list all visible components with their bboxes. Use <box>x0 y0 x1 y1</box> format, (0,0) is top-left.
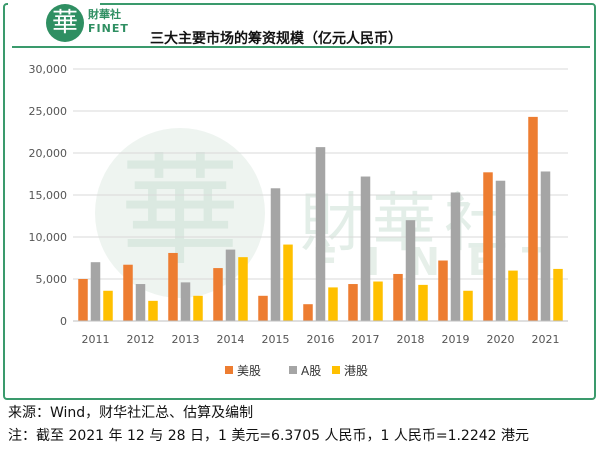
bar-美股-2021 <box>528 116 538 321</box>
bar-A股-2019 <box>450 192 461 321</box>
bar-美股-2019 <box>438 260 448 321</box>
bar-港股-2019 <box>463 290 473 321</box>
chart-title: 三大主要市场的筹资规模（亿元人民币） <box>150 31 402 47</box>
bars <box>78 116 563 321</box>
watermark-cn: 財華社 <box>300 172 516 264</box>
x-tick-label: 2014 <box>217 333 245 346</box>
bar-港股-2020 <box>508 270 518 321</box>
source-note: 来源：Wind，财华社汇总、估算及编制 <box>8 405 254 421</box>
legend: 美股 A股 港股 <box>225 364 368 378</box>
bar-A股-2018 <box>405 220 416 321</box>
bar-港股-2017 <box>373 281 383 321</box>
bar-A股-2016 <box>315 147 326 321</box>
x-axis-ticks: 2011 2012 2013 2014 2015 2016 2017 2018 2019 2020… <box>73 320 568 346</box>
x-tick-label: 2018 <box>397 333 425 346</box>
bar-港股-2015 <box>283 244 293 321</box>
y-tick-label: 0 <box>60 315 67 328</box>
title-underline <box>12 46 590 48</box>
bar-美股-2014 <box>213 268 223 321</box>
legend-swatch-美股 <box>225 366 233 374</box>
logo-en: FINET <box>88 22 129 35</box>
y-tick-label: 10,000 <box>29 231 68 244</box>
bar-A股-2013 <box>180 282 191 321</box>
finet-logo: 華 財華社 FINET <box>8 0 128 44</box>
x-tick-label: 2020 <box>487 333 515 346</box>
x-tick-label: 2019 <box>442 333 470 346</box>
bar-美股-2020 <box>483 172 493 321</box>
bar-美股-2012 <box>123 264 133 321</box>
chart-frame <box>3 3 596 400</box>
legend-swatch-港股 <box>332 366 340 374</box>
x-tick-label: 2017 <box>352 333 380 346</box>
bar-美股-2016 <box>303 304 313 321</box>
legend-label-美股: 美股 <box>237 364 261 378</box>
bar-美股-2017 <box>348 284 358 321</box>
bar-A股-2012 <box>135 284 146 321</box>
logo-seal: 華 <box>46 4 84 42</box>
y-tick-label: 25,000 <box>29 105 68 118</box>
x-tick-label: 2011 <box>82 333 110 346</box>
bar-港股-2011 <box>103 290 113 321</box>
y-tick-label: 5,000 <box>36 273 68 286</box>
x-tick-label: 2021 <box>532 333 560 346</box>
bar-港股-2016 <box>328 287 338 321</box>
exchange-note: 注：截至 2021 年 12 与 28 日，1 美元=6.3705 人民币，1 … <box>8 428 530 444</box>
bar-港股-2013 <box>193 295 203 321</box>
x-tick-label: 2013 <box>172 333 200 346</box>
legend-label-A股: A股 <box>301 364 321 378</box>
legend-swatch-A股 <box>289 366 297 374</box>
x-tick-label: 2012 <box>127 333 155 346</box>
bar-美股-2011 <box>78 279 88 321</box>
y-tick-label: 20,000 <box>29 147 68 160</box>
bar-A股-2015 <box>270 188 281 321</box>
logo-cn: 財華社 <box>88 8 121 21</box>
x-tick-label: 2015 <box>262 333 290 346</box>
y-axis-ticks: 0 5,000 10,000 15,000 20,000 25,000 30,000 <box>29 63 68 328</box>
legend-label-港股: 港股 <box>344 364 368 378</box>
bar-港股-2018 <box>418 284 428 321</box>
bar-港股-2021 <box>553 268 563 321</box>
bar-美股-2015 <box>258 295 268 321</box>
footnotes: 来源：Wind，财华社汇总、估算及编制 注：截至 2021 年 12 与 28 … <box>8 402 529 448</box>
y-tick-label: 30,000 <box>29 63 68 76</box>
bar-A股-2017 <box>360 176 371 321</box>
bar-A股-2021 <box>540 171 551 321</box>
bar-美股-2018 <box>393 273 403 321</box>
bar-美股-2013 <box>168 252 178 321</box>
y-tick-label: 15,000 <box>29 189 68 202</box>
x-tick-label: 2016 <box>307 333 335 346</box>
bar-A股-2020 <box>495 180 506 321</box>
bar-A股-2011 <box>90 262 101 321</box>
bar-港股-2014 <box>238 257 248 321</box>
bar-A股-2014 <box>225 249 236 321</box>
bar-港股-2012 <box>148 300 158 321</box>
